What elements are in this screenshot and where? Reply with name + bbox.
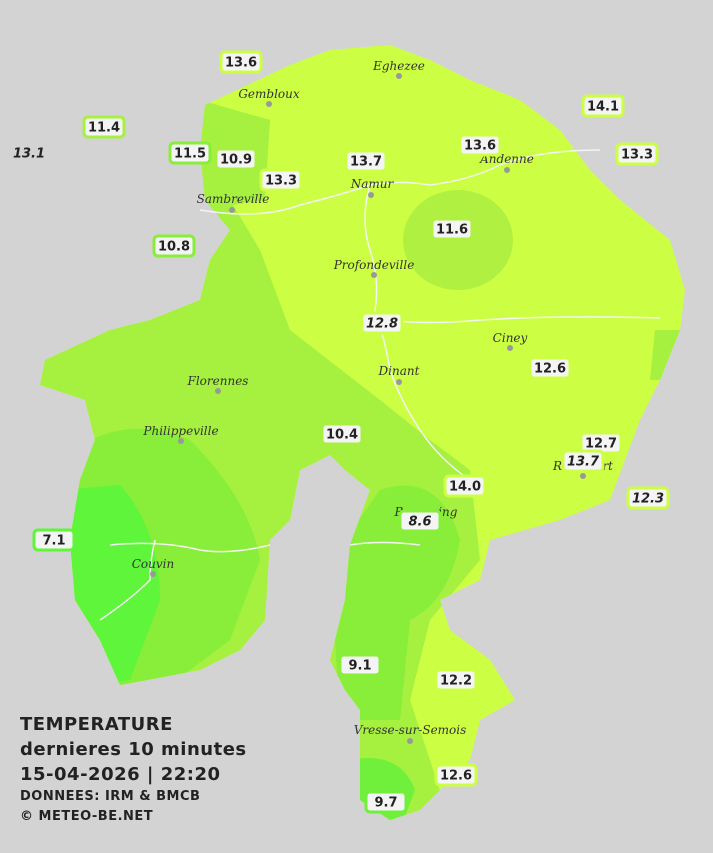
station-value: 8.6	[408, 515, 431, 530]
station-box	[214, 147, 258, 171]
legend: TEMPERATURE dernieres 10 minutes 15-04-2…	[20, 712, 247, 827]
station-value: 13.7	[567, 455, 600, 470]
station-box	[434, 668, 478, 692]
city-label: Vresse-sur-Semois	[354, 723, 467, 737]
city-label: Couvin	[132, 557, 174, 571]
station-value: 12.6	[534, 362, 566, 377]
station-value: 13.1	[13, 147, 45, 162]
station: 10.9	[214, 147, 258, 171]
station-box	[528, 356, 572, 380]
station-value: 14.0	[449, 480, 481, 495]
station-value: 13.7	[350, 155, 382, 170]
station: 11.4	[82, 115, 126, 139]
station: 12.6	[528, 356, 572, 380]
city-label: Florennes	[187, 374, 249, 388]
station: 8.6	[398, 509, 442, 533]
station-box	[168, 141, 212, 165]
station-box	[320, 422, 364, 446]
city-label: Sambreville	[197, 192, 270, 206]
city-label: Ciney	[493, 331, 528, 345]
city-label: Gembloux	[238, 87, 300, 101]
station: 13.3	[259, 168, 303, 192]
city-label: Dinant	[378, 364, 420, 378]
station-box	[219, 50, 263, 74]
station: 11.5	[168, 141, 212, 165]
station-box	[398, 509, 442, 533]
station-box	[626, 486, 670, 510]
station: 10.4	[320, 422, 364, 446]
station: 12.3	[626, 486, 670, 510]
station: 14.1	[581, 94, 625, 118]
station-box	[615, 142, 659, 166]
city-label: Profondeville	[333, 258, 415, 272]
station-value: 12.7	[585, 437, 617, 452]
legend-source: DONNEES: IRM & BMCB	[20, 789, 201, 804]
station: 12.8	[360, 311, 404, 335]
station-value: 10.8	[158, 240, 190, 255]
station-box	[32, 528, 76, 552]
legend-datetime: 15-04-2026 | 22:20	[20, 764, 221, 785]
station-box	[82, 115, 126, 139]
station-box	[430, 217, 474, 241]
station-value: 11.6	[436, 223, 468, 238]
station: 9.7	[364, 790, 408, 814]
station-box	[338, 653, 382, 677]
rivers	[99, 149, 661, 621]
station-value: 11.5	[174, 147, 206, 162]
station-box	[344, 149, 388, 173]
station: 9.1	[338, 653, 382, 677]
station: 11.6	[430, 217, 474, 241]
station-box	[458, 133, 502, 157]
stations: 13.6 11.4 13.1 11.5 10.9 13.3 13.7 13.6 14.1 13.3…	[13, 50, 670, 814]
station-value: 13.3	[621, 148, 653, 163]
city-label: Eghezee	[372, 59, 425, 73]
station: 13.1	[13, 147, 45, 162]
station-value: 12.8	[366, 317, 398, 332]
station-value: 13.6	[464, 139, 496, 154]
legend-copyright: © METEO-BE.NET	[20, 809, 154, 824]
station-box	[561, 449, 605, 473]
station: 12.6	[434, 763, 478, 787]
station: 13.6	[219, 50, 263, 74]
station: 13.7	[344, 149, 388, 173]
station-value: 14.1	[587, 100, 619, 115]
legend-subtitle: dernieres 10 minutes	[20, 739, 247, 760]
station: 13.6	[458, 133, 502, 157]
station-value: 9.7	[374, 796, 397, 811]
station-box	[581, 94, 625, 118]
station-box	[152, 234, 196, 258]
station-value: 11.4	[88, 121, 120, 136]
station-value: 10.4	[326, 428, 358, 443]
station-box	[259, 168, 303, 192]
station: 10.8	[152, 234, 196, 258]
station-box	[364, 790, 408, 814]
station-value: 13.6	[225, 56, 257, 71]
station: 13.3	[615, 142, 659, 166]
station: 13.7	[561, 449, 605, 473]
city-label: Namur	[350, 177, 395, 191]
station-value: 13.3	[265, 174, 297, 189]
legend-title: TEMPERATURE	[20, 714, 173, 735]
station-box	[360, 311, 404, 335]
station: 12.2	[434, 668, 478, 692]
station-value: 7.1	[42, 534, 65, 549]
station-value: 12.3	[632, 492, 664, 507]
station: 7.1	[32, 528, 76, 552]
station-value: 12.2	[440, 674, 472, 689]
station-value: 10.9	[220, 153, 252, 168]
station-box	[434, 763, 478, 787]
station-box	[443, 474, 487, 498]
station: 14.0	[443, 474, 487, 498]
city-label: Philippeville	[142, 424, 218, 438]
station-value: 12.6	[440, 769, 472, 784]
station-value: 9.1	[348, 659, 371, 674]
station: 12.7	[579, 431, 623, 455]
